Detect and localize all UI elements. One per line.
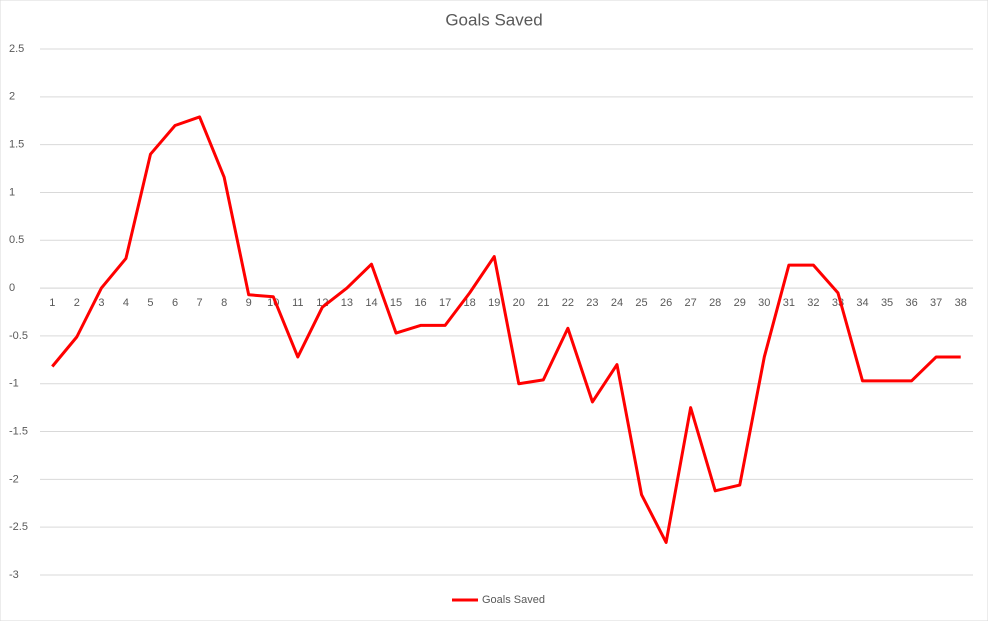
y-tick-label: -0.5: [9, 330, 28, 342]
y-tick-label: -2.5: [9, 521, 28, 533]
x-tick-label: 31: [783, 297, 795, 309]
data-line: [51, 115, 961, 544]
y-tick-label: -3: [9, 569, 19, 581]
y-tick-label: 2.5: [9, 43, 24, 55]
x-tick-label: 36: [905, 297, 917, 309]
x-tick-label: 21: [537, 297, 549, 309]
x-tick-label: 2: [74, 297, 80, 309]
x-tick-label: 20: [513, 297, 525, 309]
x-tick-label: 19: [488, 297, 500, 309]
x-tick-label: 32: [807, 297, 819, 309]
x-tick-label: 18: [464, 297, 476, 309]
y-tick-label: 1.5: [9, 139, 24, 151]
x-tick-label: 35: [881, 297, 893, 309]
x-tick-label: 17: [439, 297, 451, 309]
x-tick-label: 22: [562, 297, 574, 309]
x-tick-label: 5: [147, 297, 153, 309]
x-tick-label: 24: [611, 297, 623, 309]
x-tick-label: 30: [758, 297, 770, 309]
x-tick-label: 26: [660, 297, 672, 309]
y-tick-label: 0.5: [9, 234, 24, 246]
x-tick-label: 38: [955, 297, 967, 309]
y-tick-label: -2: [9, 473, 19, 485]
x-tick-label: 9: [246, 297, 252, 309]
legend-label: Goals Saved: [482, 594, 545, 606]
x-tick-label: 25: [635, 297, 647, 309]
chart-title: Goals Saved: [445, 10, 542, 29]
x-tick-label: 14: [365, 297, 377, 309]
y-tick-label: 0: [9, 282, 15, 294]
x-tick-label: 6: [172, 297, 178, 309]
x-tick-label: 4: [123, 297, 129, 309]
x-tick-label: 28: [709, 297, 721, 309]
x-tick-label: 23: [586, 297, 598, 309]
x-tick-label: 29: [734, 297, 746, 309]
x-tick-label: 15: [390, 297, 402, 309]
y-tick-label: 2: [9, 91, 15, 103]
y-tick-label: -1.5: [9, 425, 28, 437]
x-tick-label: 16: [414, 297, 426, 309]
x-tick-label: 8: [221, 297, 227, 309]
x-tick-label: 7: [197, 297, 203, 309]
x-tick-label: 1: [49, 297, 55, 309]
x-tick-label: 11: [292, 297, 303, 309]
x-tick-label: 27: [685, 297, 697, 309]
x-tick-label: 34: [856, 297, 868, 309]
y-tick-label: 1: [9, 186, 15, 198]
x-tick-label: 13: [341, 297, 353, 309]
y-tick-label: -1: [9, 378, 19, 390]
x-tick-label: 3: [98, 297, 104, 309]
x-tick-label: 37: [930, 297, 942, 309]
